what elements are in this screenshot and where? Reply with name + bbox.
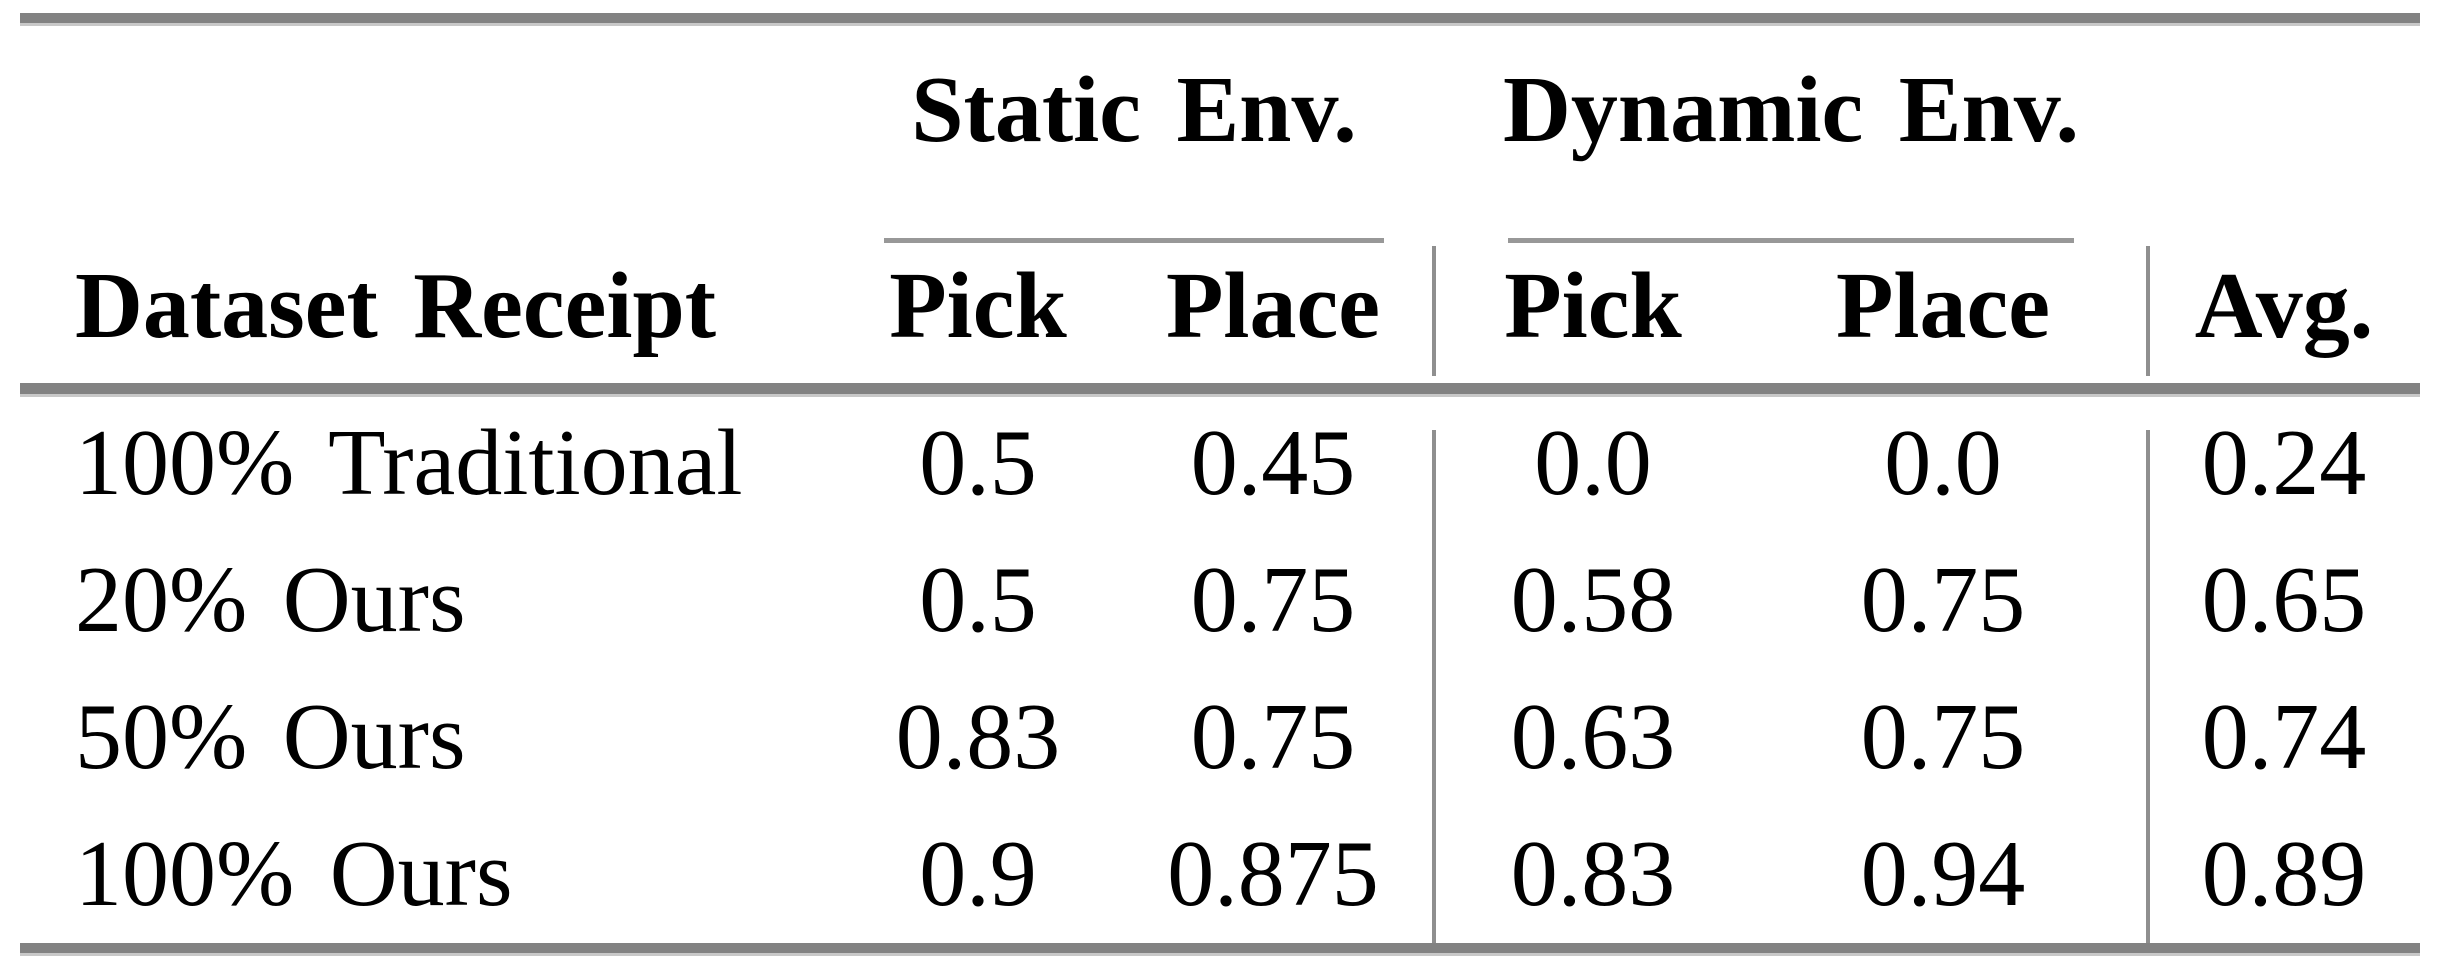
cell-dynamic-pick: 0.0 xyxy=(1534,411,1652,515)
cell-static-pick: 0.5 xyxy=(919,411,1037,515)
table-header-rule-shadow xyxy=(20,394,2420,397)
cell-static-place: 0.75 xyxy=(1190,548,1356,652)
group-header-dynamic-env: Dynamic Env. xyxy=(1502,58,2080,162)
row-label: 20% Ours xyxy=(75,548,466,652)
cell-avg: 0.74 xyxy=(2201,685,2367,789)
col-header-static-place: Place xyxy=(1166,254,1380,358)
col-header-dynamic-pick: Pick xyxy=(1504,254,1682,358)
row-label: 50% Ours xyxy=(75,685,466,789)
cell-dynamic-pick: 0.58 xyxy=(1510,548,1676,652)
divider-avg-body xyxy=(2146,430,2150,943)
cell-avg: 0.65 xyxy=(2201,548,2367,652)
table-top-rule xyxy=(20,13,2420,23)
cell-dynamic-pick: 0.83 xyxy=(1510,822,1676,926)
col-header-dynamic-place: Place xyxy=(1836,254,2050,358)
cell-static-pick: 0.5 xyxy=(919,548,1037,652)
cell-static-place: 0.875 xyxy=(1167,822,1379,926)
table-bottom-rule-shadow xyxy=(20,953,2420,956)
row-label: 100% Ours xyxy=(75,822,513,926)
divider-static-dynamic-body xyxy=(1432,430,1436,943)
cell-avg: 0.24 xyxy=(2201,411,2367,515)
col-header-avg: Avg. xyxy=(2194,254,2374,358)
cell-dynamic-place: 0.94 xyxy=(1860,822,2026,926)
divider-static-dynamic-header xyxy=(1432,246,1436,376)
cell-dynamic-place: 0.75 xyxy=(1860,548,2026,652)
table-bottom-rule xyxy=(20,943,2420,953)
cell-dynamic-pick: 0.63 xyxy=(1510,685,1676,789)
divider-avg-header xyxy=(2146,246,2150,376)
cmidrule-static-env xyxy=(884,238,1384,243)
cell-dynamic-place: 0.75 xyxy=(1860,685,2026,789)
col-header-static-pick: Pick xyxy=(889,254,1067,358)
cell-static-pick: 0.83 xyxy=(895,685,1061,789)
group-header-static-env: Static Env. xyxy=(911,58,1357,162)
cell-dynamic-place: 0.0 xyxy=(1884,411,2002,515)
col-header-dataset-receipt: Dataset Receipt xyxy=(75,254,717,358)
cell-static-place: 0.75 xyxy=(1190,685,1356,789)
cmidrule-dynamic-env xyxy=(1508,238,2074,243)
cell-static-pick: 0.9 xyxy=(919,822,1037,926)
table-header-rule xyxy=(20,383,2420,394)
table-top-rule-shadow xyxy=(20,23,2420,26)
row-label: 100% Traditional xyxy=(75,411,743,515)
cell-static-place: 0.45 xyxy=(1190,411,1356,515)
cell-avg: 0.89 xyxy=(2201,822,2367,926)
